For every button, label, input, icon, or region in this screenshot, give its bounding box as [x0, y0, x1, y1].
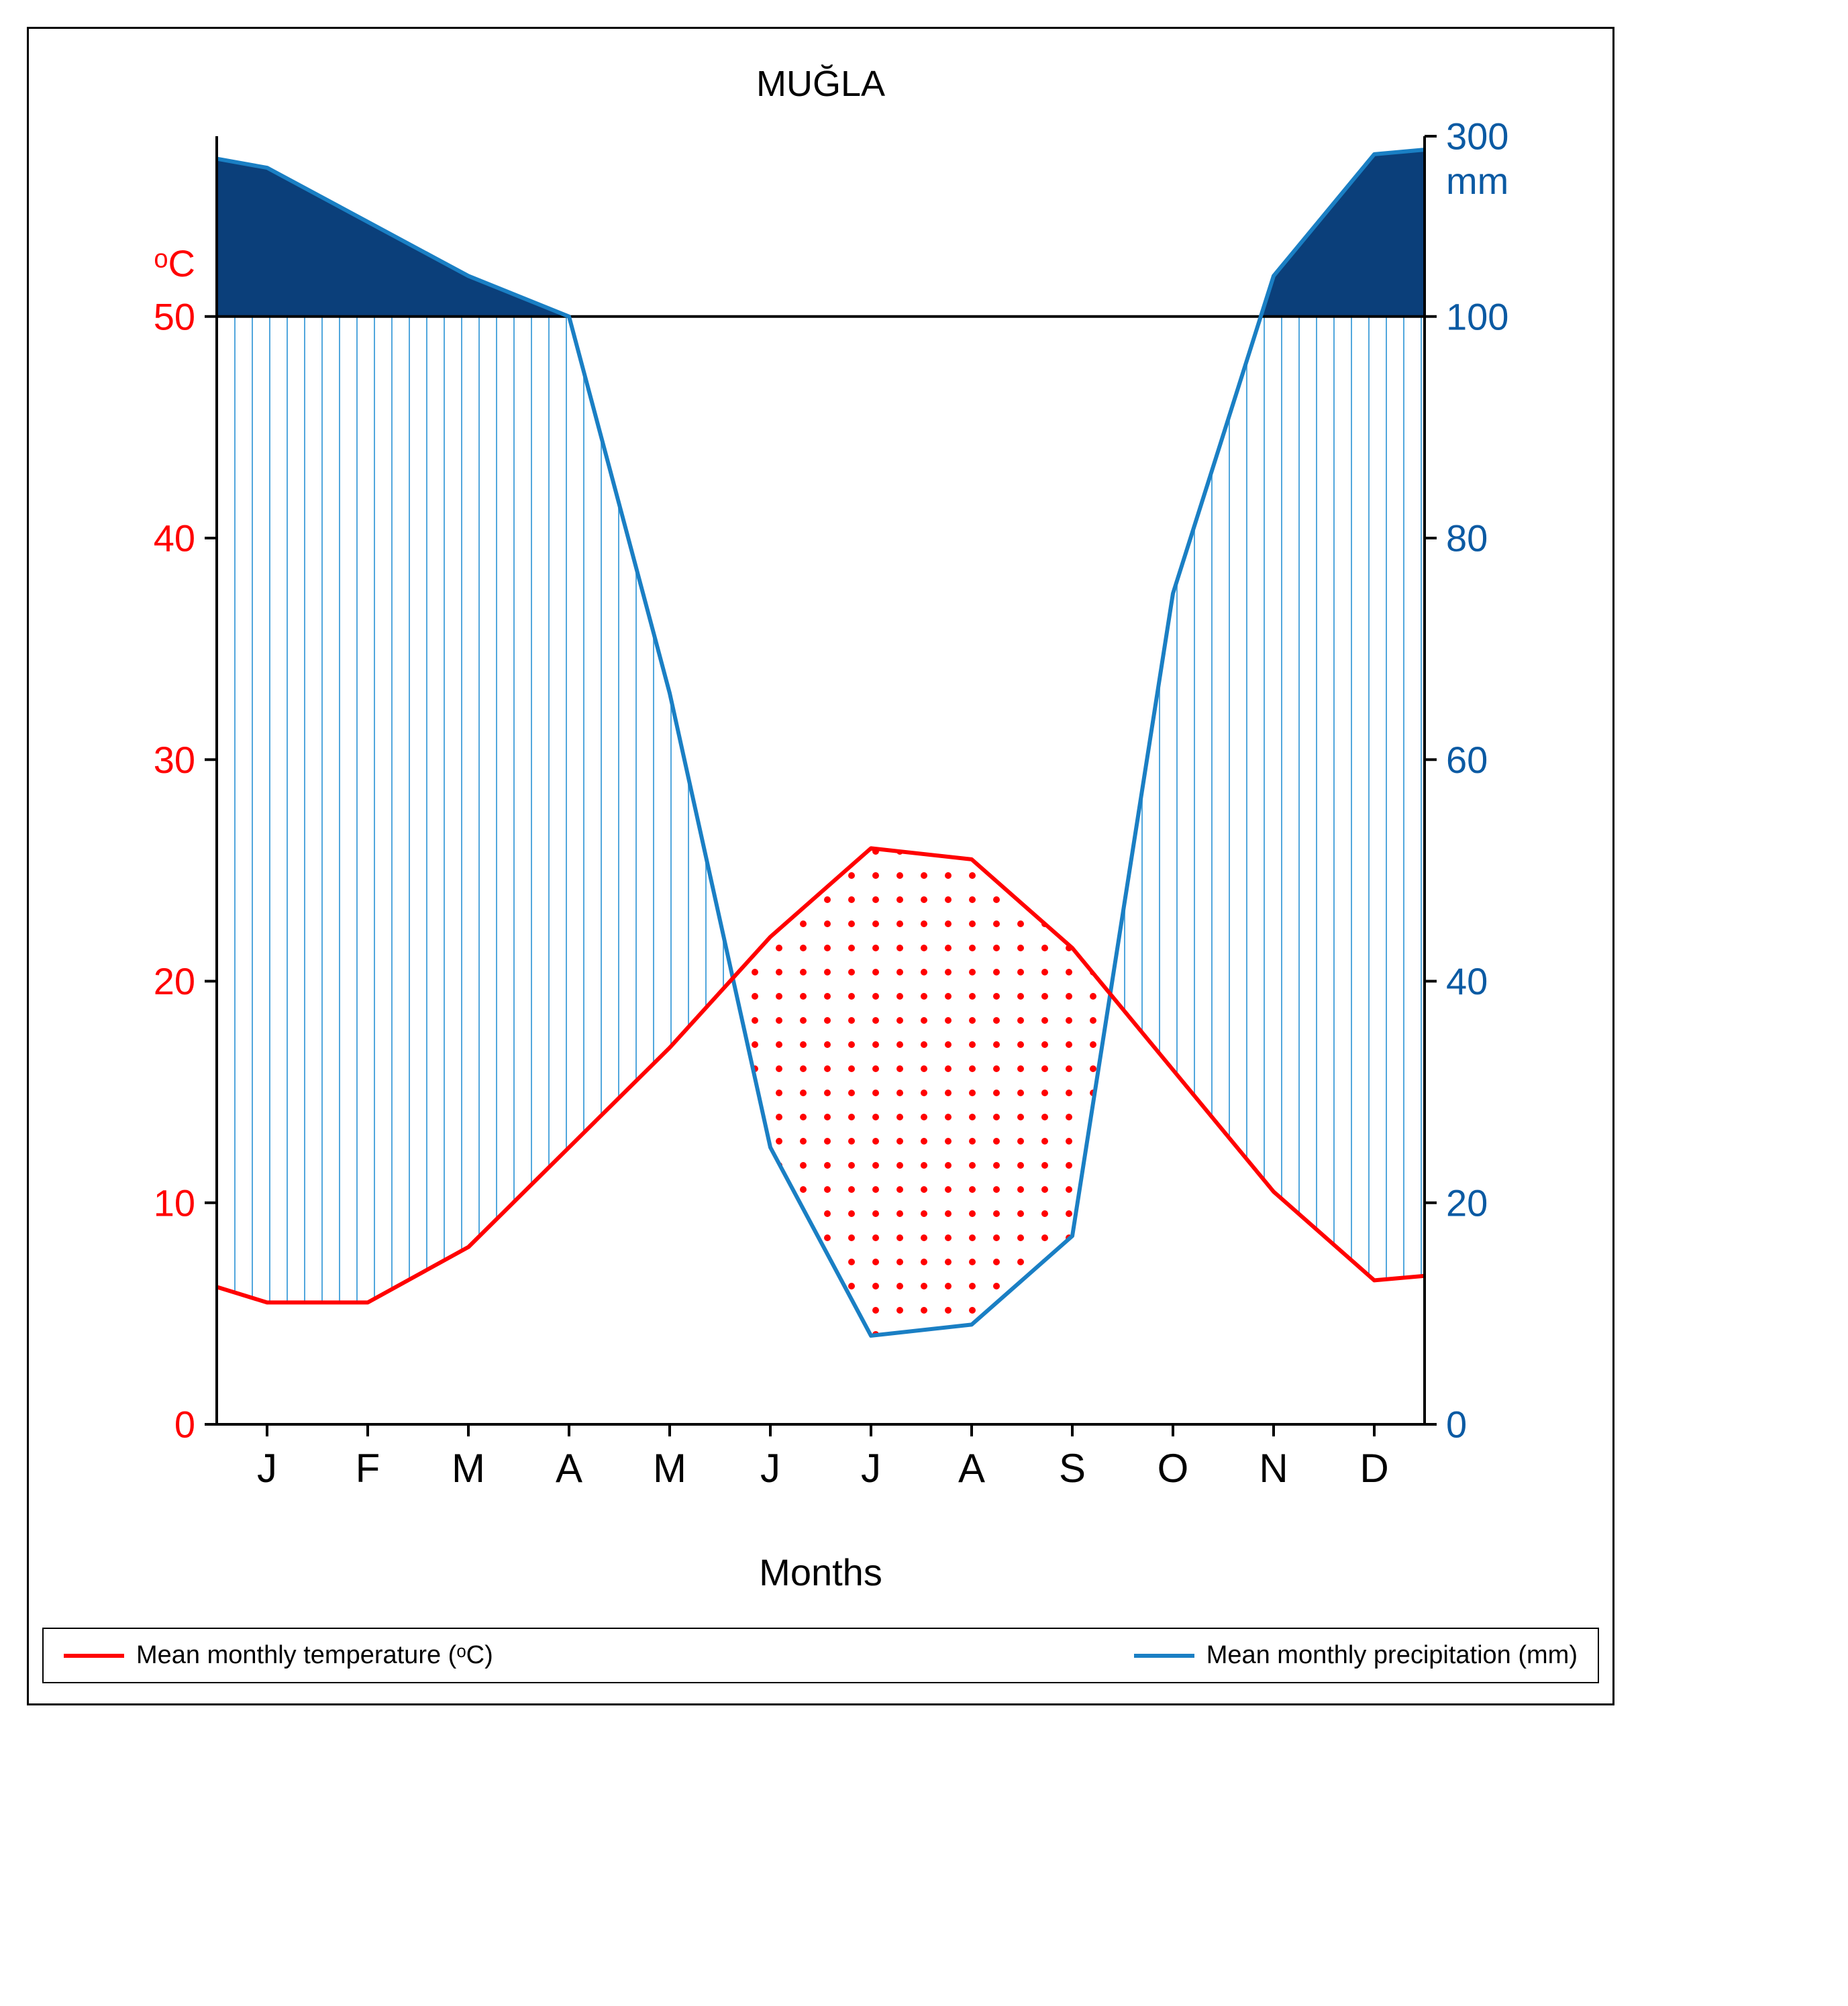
- svg-text:S: S: [1059, 1446, 1086, 1491]
- svg-text:40: 40: [154, 517, 195, 560]
- legend-item-temperature: Mean monthly temperature (ᵒC): [64, 1641, 493, 1670]
- svg-text:20: 20: [154, 960, 195, 1002]
- legend-label-precip: Mean monthly precipitation (mm): [1207, 1641, 1578, 1670]
- svg-text:20: 20: [1446, 1181, 1488, 1224]
- svg-text:J: J: [257, 1446, 277, 1491]
- svg-text:D: D: [1359, 1446, 1388, 1491]
- legend-label-temp: Mean monthly temperature (ᵒC): [136, 1641, 493, 1670]
- legend: Mean monthly temperature (ᵒC) Mean month…: [42, 1628, 1599, 1683]
- svg-text:A: A: [958, 1446, 985, 1491]
- svg-text:0: 0: [174, 1404, 195, 1446]
- svg-text:300: 300: [1446, 115, 1508, 158]
- svg-text:J: J: [861, 1446, 881, 1491]
- svg-text:A: A: [556, 1446, 582, 1491]
- svg-text:50: 50: [154, 295, 195, 337]
- svg-text:10: 10: [154, 1181, 195, 1224]
- legend-swatch-temp: [64, 1654, 124, 1658]
- svg-text:MUĞLA: MUĞLA: [756, 64, 885, 104]
- svg-text:100: 100: [1446, 295, 1508, 337]
- svg-text:F: F: [356, 1446, 380, 1491]
- svg-text:M: M: [653, 1446, 686, 1491]
- svg-text:ᵒC: ᵒC: [154, 242, 195, 284]
- legend-swatch-precip: [1134, 1654, 1194, 1658]
- climograph-chart: J F M A M J J A S O N D 0 10 20 30 40 50 ᵒC 0 20 40 60 80 100 300…: [42, 42, 1599, 1538]
- svg-text:mm: mm: [1446, 160, 1508, 202]
- svg-text:J: J: [760, 1446, 780, 1491]
- svg-text:O: O: [1158, 1446, 1189, 1491]
- svg-text:80: 80: [1446, 517, 1488, 560]
- chart-svg: J F M A M J J A S O N D 0 10 20 30 40 50 ᵒC 0 20 40 60 80 100 300…: [42, 42, 1599, 1538]
- svg-text:0: 0: [1446, 1404, 1467, 1446]
- legend-item-precip: Mean monthly precipitation (mm): [1134, 1641, 1578, 1670]
- x-axis-title: Months: [42, 1550, 1599, 1594]
- svg-text:M: M: [452, 1446, 485, 1491]
- svg-text:40: 40: [1446, 960, 1488, 1002]
- svg-text:30: 30: [154, 739, 195, 781]
- svg-text:60: 60: [1446, 739, 1488, 781]
- svg-text:N: N: [1259, 1446, 1288, 1491]
- chart-frame: J F M A M J J A S O N D 0 10 20 30 40 50 ᵒC 0 20 40 60 80 100 300…: [27, 27, 1614, 1705]
